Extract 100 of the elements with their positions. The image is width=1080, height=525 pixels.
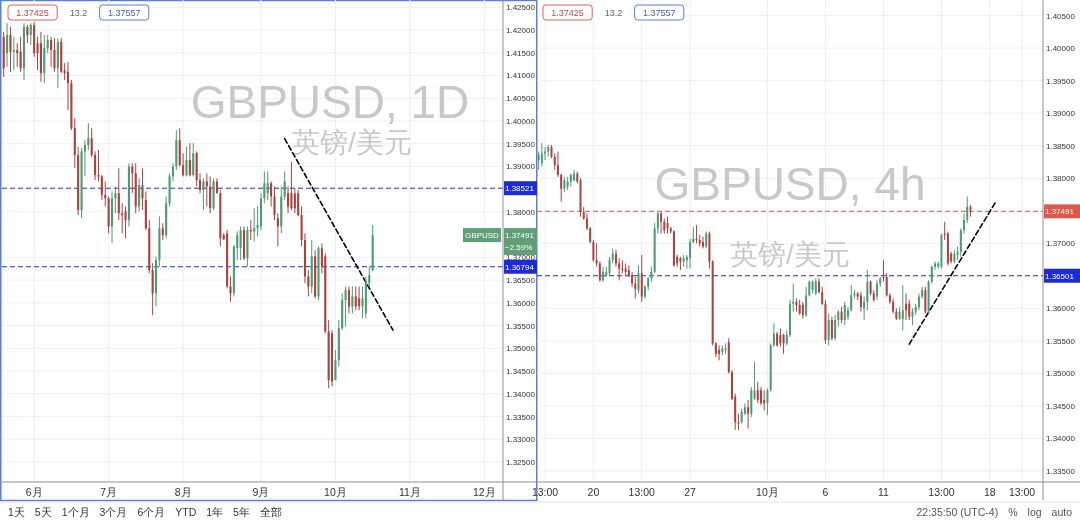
y-tick-label: 1.39000 — [506, 162, 536, 172]
annotation: 1.37425 — [16, 8, 49, 18]
candlestick — [598, 260, 601, 283]
candlestick — [540, 142, 543, 168]
x-tick-label: 7月 — [100, 486, 118, 498]
y-tick-label: 1.34500 — [1046, 401, 1076, 411]
candlestick — [756, 381, 759, 404]
y-tick-label: 1.33500 — [506, 412, 536, 422]
x-tick-label: 12月 — [473, 486, 496, 498]
y-tick-label: 1.39500 — [1046, 76, 1076, 86]
y-tick-label: 1.42500 — [506, 3, 536, 13]
candlestick — [117, 167, 120, 221]
candlestick — [766, 387, 769, 416]
ref-line-label: 1.38521 — [505, 184, 535, 194]
candlestick — [9, 26, 12, 73]
y-tick-label: 1.39500 — [506, 139, 536, 149]
y-tick-label: 1.40500 — [506, 94, 536, 104]
y-tick-label: 1.34500 — [506, 367, 536, 377]
x-tick-label: 11月 — [398, 486, 421, 498]
annotation: 1.37557 — [107, 8, 141, 18]
candlestick — [344, 285, 347, 327]
text: 6个月 — [137, 506, 166, 518]
candlestick — [805, 286, 808, 318]
text: −2.59% — [505, 243, 533, 253]
y-tick-label: 1.38000 — [1046, 174, 1076, 184]
candlestick — [29, 22, 32, 46]
candlestick — [266, 170, 269, 201]
candlestick — [347, 285, 351, 314]
candlestick — [351, 285, 354, 314]
x-tick-label: 8月 — [174, 486, 192, 498]
x-tick-label: 18 — [983, 486, 996, 498]
candlestick — [750, 386, 753, 418]
x-tick-label: 6 — [822, 486, 829, 498]
candlestick — [354, 285, 357, 311]
text: log — [1027, 506, 1042, 518]
annotation: 1.37557 — [642, 8, 676, 18]
y-tick-label: 1.35500 — [506, 321, 536, 331]
candlestick — [672, 229, 675, 268]
y-tick-label: 1.42000 — [506, 26, 536, 36]
candlestick — [640, 254, 643, 303]
y-tick-label: 1.39000 — [1046, 109, 1076, 119]
candlestick — [192, 142, 195, 177]
candlestick — [747, 399, 750, 430]
y-tick-label: 1.36000 — [506, 298, 536, 308]
candlestick — [827, 313, 830, 346]
candlestick — [19, 36, 22, 73]
annotation: GBPUSD — [465, 231, 500, 241]
candlestick — [239, 225, 242, 261]
text: 1.37491 — [505, 231, 535, 241]
candlestick — [50, 36, 53, 68]
candlestick — [205, 172, 208, 207]
candlestick — [12, 36, 15, 71]
candlestick — [290, 161, 293, 211]
candlestick — [537, 151, 540, 171]
candlestick — [46, 34, 49, 54]
text: 3个月 — [99, 506, 128, 518]
candlestick — [293, 187, 296, 214]
candlestick — [905, 292, 908, 321]
y-tick-label: 1.35500 — [1046, 336, 1076, 346]
y-tick-label: 1.37000 — [1046, 239, 1076, 249]
candlestick — [924, 286, 927, 315]
candlestick — [188, 142, 191, 177]
y-tick-label: 1.38500 — [1046, 141, 1076, 151]
candlestick — [782, 333, 785, 355]
candlestick — [202, 177, 205, 211]
text: 1年 — [206, 506, 224, 518]
candlestick — [287, 185, 290, 214]
text: % — [1008, 506, 1018, 518]
y-tick-label: 1.41500 — [506, 48, 536, 58]
text: 5天 — [34, 506, 52, 518]
y-tick-label: 1.35000 — [1046, 369, 1076, 379]
y-tick-label: 1.40500 — [1046, 11, 1076, 21]
x-tick-label: 10月 — [756, 486, 779, 498]
x-tick-label: 13:00 — [628, 486, 656, 498]
annotation: 13.2 — [69, 8, 88, 18]
y-tick-label: 1.40000 — [506, 116, 536, 126]
candlestick — [361, 285, 364, 319]
annotation: 1.37425 — [551, 8, 584, 18]
candlestick — [124, 205, 127, 239]
candlestick — [634, 276, 637, 300]
candlestick — [297, 189, 300, 217]
text: 22:35:50 (UTC-4) — [916, 506, 999, 518]
candlestick — [876, 279, 879, 301]
candlestick — [138, 177, 141, 212]
text: 全部 — [259, 506, 282, 518]
text: auto — [1051, 506, 1073, 518]
candlestick — [830, 316, 833, 341]
y-tick-label: 1.34000 — [1046, 434, 1076, 444]
x-tick-label: 11 — [878, 486, 890, 498]
x-tick-label: 13:00 — [1008, 486, 1036, 498]
candlestick — [760, 386, 762, 406]
candlestick — [763, 389, 766, 411]
x-tick-label: 10月 — [324, 486, 347, 498]
y-tick-label: 1.37000 — [506, 253, 536, 263]
y-tick-label: 1.36500 — [506, 276, 536, 286]
y-tick-label: 1.38000 — [506, 207, 536, 217]
ref-line-label: 1.37491 — [1045, 207, 1075, 217]
y-tick-label: 1.36000 — [1046, 304, 1076, 314]
ref-line-label: 1.36794 — [505, 262, 535, 272]
annotation: 13.2 — [604, 8, 623, 18]
